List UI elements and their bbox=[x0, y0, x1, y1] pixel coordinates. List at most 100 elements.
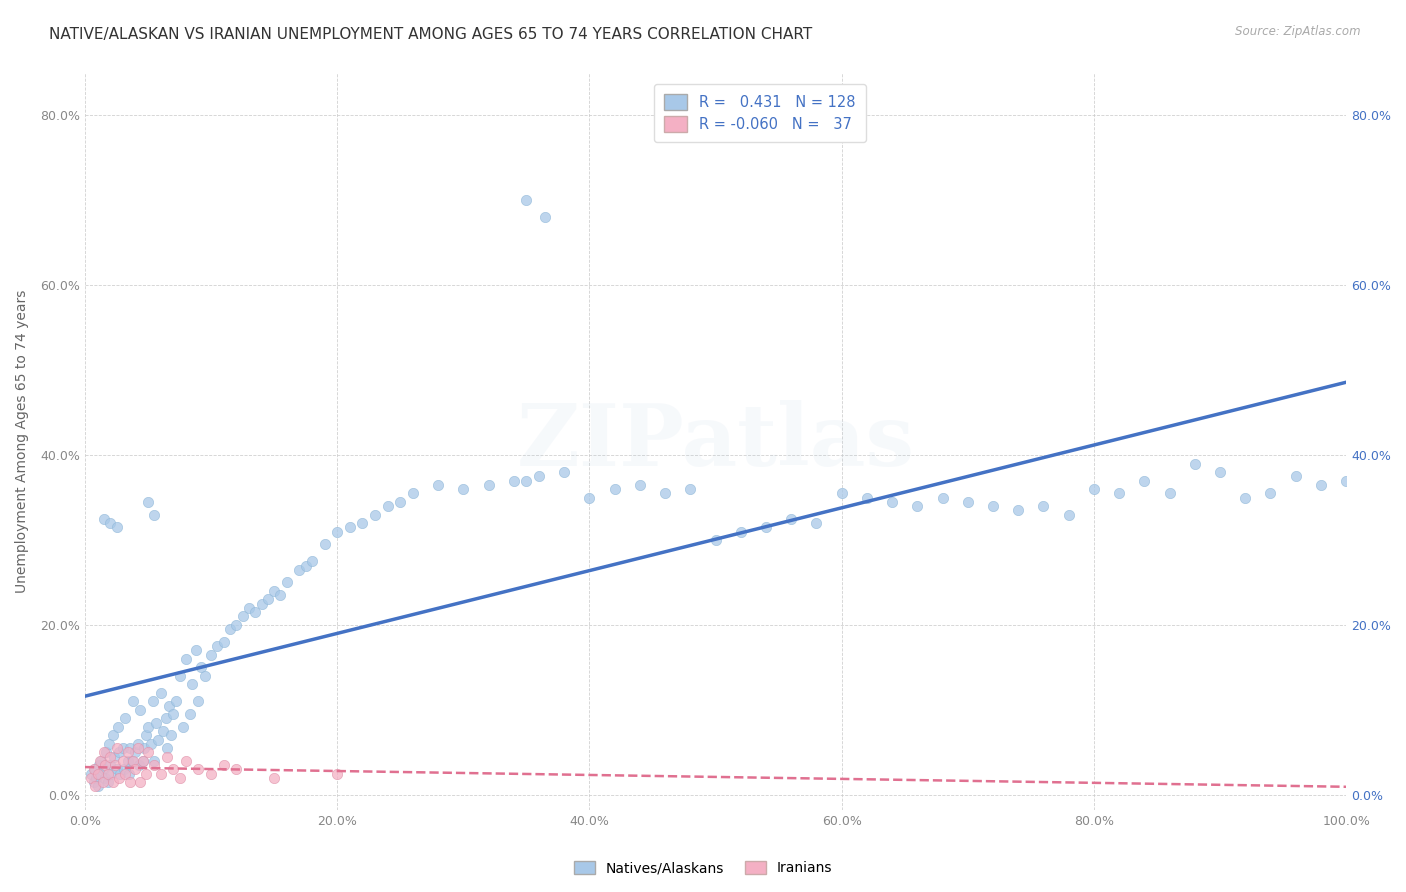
Point bbox=[156, 749, 179, 764]
Point bbox=[83, 775, 105, 789]
Point bbox=[127, 737, 149, 751]
Point bbox=[159, 728, 181, 742]
Point bbox=[104, 758, 127, 772]
Point bbox=[143, 508, 166, 522]
Point bbox=[294, 558, 316, 573]
Point bbox=[105, 741, 128, 756]
Point bbox=[120, 775, 142, 789]
Point bbox=[143, 754, 166, 768]
Point bbox=[515, 474, 537, 488]
Point bbox=[103, 749, 125, 764]
Point bbox=[477, 478, 499, 492]
Point bbox=[225, 618, 247, 632]
Point bbox=[98, 749, 121, 764]
Point bbox=[1108, 486, 1130, 500]
Point bbox=[1133, 474, 1156, 488]
Point bbox=[831, 486, 853, 500]
Point bbox=[1334, 474, 1357, 488]
Point bbox=[427, 478, 450, 492]
Point bbox=[139, 737, 162, 751]
Point bbox=[256, 592, 278, 607]
Point bbox=[263, 584, 285, 599]
Point bbox=[389, 495, 412, 509]
Point bbox=[515, 194, 537, 208]
Point bbox=[98, 516, 121, 530]
Point bbox=[174, 754, 197, 768]
Point bbox=[132, 754, 155, 768]
Point bbox=[181, 677, 204, 691]
Point bbox=[352, 516, 374, 530]
Point bbox=[86, 766, 108, 780]
Text: NATIVE/ALASKAN VS IRANIAN UNEMPLOYMENT AMONG AGES 65 TO 74 YEARS CORRELATION CHA: NATIVE/ALASKAN VS IRANIAN UNEMPLOYMENT A… bbox=[49, 27, 813, 42]
Point bbox=[134, 741, 156, 756]
Point bbox=[527, 469, 550, 483]
Point bbox=[263, 771, 285, 785]
Text: Source: ZipAtlas.com: Source: ZipAtlas.com bbox=[1236, 25, 1361, 38]
Point bbox=[94, 771, 117, 785]
Point bbox=[780, 512, 803, 526]
Point bbox=[156, 741, 179, 756]
Point bbox=[755, 520, 778, 534]
Point bbox=[124, 745, 146, 759]
Point bbox=[155, 711, 177, 725]
Point bbox=[169, 771, 191, 785]
Point bbox=[931, 491, 953, 505]
Point bbox=[129, 775, 152, 789]
Point bbox=[162, 707, 184, 722]
Point bbox=[105, 520, 128, 534]
Point bbox=[83, 762, 105, 776]
Point bbox=[207, 639, 229, 653]
Point bbox=[101, 775, 124, 789]
Point bbox=[219, 622, 242, 636]
Point bbox=[553, 465, 575, 479]
Point bbox=[87, 758, 110, 772]
Point bbox=[200, 766, 222, 780]
Point bbox=[187, 762, 209, 776]
Point bbox=[1032, 499, 1054, 513]
Point bbox=[301, 554, 323, 568]
Point bbox=[159, 698, 181, 713]
Point bbox=[84, 762, 107, 776]
Point bbox=[96, 745, 118, 759]
Point bbox=[628, 478, 651, 492]
Point bbox=[402, 486, 425, 500]
Point bbox=[100, 766, 122, 780]
Point bbox=[93, 512, 115, 526]
Point bbox=[250, 597, 273, 611]
Point bbox=[905, 499, 928, 513]
Point bbox=[453, 482, 475, 496]
Point bbox=[730, 524, 752, 539]
Point bbox=[326, 524, 349, 539]
Point bbox=[134, 728, 156, 742]
Point bbox=[956, 495, 979, 509]
Point bbox=[1057, 508, 1080, 522]
Point bbox=[1083, 482, 1105, 496]
Point bbox=[108, 771, 131, 785]
Point bbox=[162, 762, 184, 776]
Point bbox=[89, 766, 111, 780]
Point bbox=[124, 762, 146, 776]
Point bbox=[174, 652, 197, 666]
Point bbox=[91, 775, 114, 789]
Point bbox=[149, 766, 172, 780]
Point bbox=[314, 537, 336, 551]
Point bbox=[122, 754, 145, 768]
Point bbox=[187, 694, 209, 708]
Point bbox=[84, 780, 107, 794]
Point bbox=[269, 588, 291, 602]
Point bbox=[184, 643, 207, 657]
Point bbox=[118, 766, 141, 780]
Point bbox=[1184, 457, 1206, 471]
Point bbox=[1285, 469, 1308, 483]
Point bbox=[194, 669, 217, 683]
Point bbox=[179, 707, 201, 722]
Point bbox=[117, 754, 139, 768]
Point bbox=[225, 762, 247, 776]
Point bbox=[882, 495, 904, 509]
Point bbox=[80, 771, 103, 785]
Point bbox=[112, 762, 135, 776]
Point bbox=[98, 758, 121, 772]
Point bbox=[121, 754, 143, 768]
Point bbox=[704, 533, 727, 547]
Point bbox=[145, 715, 167, 730]
